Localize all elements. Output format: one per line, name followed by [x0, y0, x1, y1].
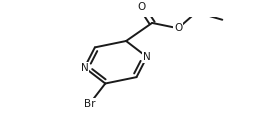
Text: N: N: [143, 52, 151, 62]
Text: O: O: [138, 2, 146, 12]
Text: N: N: [81, 63, 88, 73]
Text: O: O: [174, 23, 182, 33]
Text: Br: Br: [84, 99, 95, 109]
